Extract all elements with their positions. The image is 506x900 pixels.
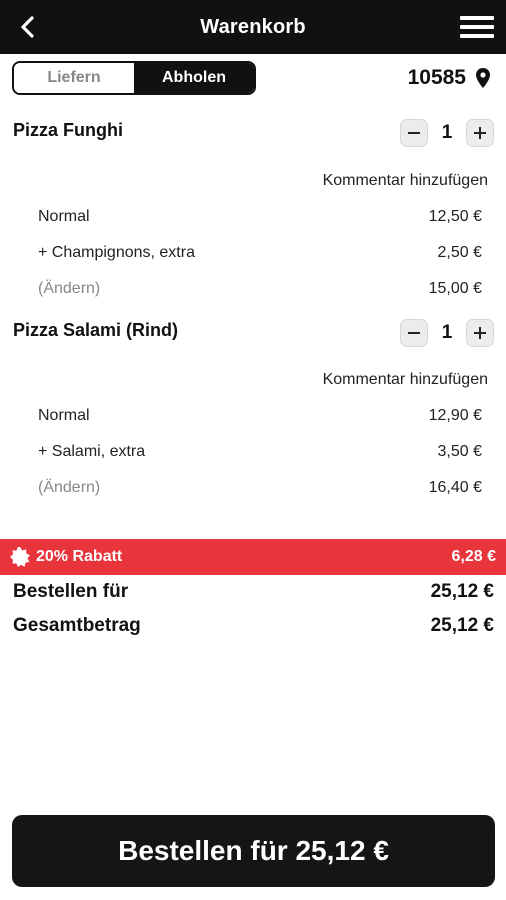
- decrease-quantity-button[interactable]: [400, 319, 428, 347]
- item-subtotal: 15,00 €: [428, 280, 482, 297]
- location-pin-icon: [476, 68, 490, 88]
- location-selector[interactable]: 10585: [408, 62, 490, 94]
- line-item: Normal 12,50 €: [38, 208, 482, 226]
- item-subtotal-row: (Ändern) 15,00 €: [38, 280, 482, 298]
- add-comment-link[interactable]: Kommentar hinzufügen: [322, 172, 488, 189]
- plus-icon: [474, 127, 486, 139]
- order-for-label: Bestellen für: [13, 581, 129, 602]
- line-item-price: 12,90 €: [428, 407, 482, 424]
- discount-banner: 20% Rabatt 6,28 €: [0, 539, 506, 575]
- quantity-value: 1: [441, 322, 453, 343]
- hamburger-menu-icon[interactable]: [460, 13, 494, 41]
- page-title: Warenkorb: [200, 16, 306, 38]
- item-subtotal-row: (Ändern) 16,40 €: [38, 479, 482, 497]
- grand-total-row: Gesamtbetrag 25,12 €: [13, 615, 494, 637]
- cart-item-name: Pizza Funghi: [13, 120, 123, 140]
- line-item-price: 12,50 €: [428, 208, 482, 225]
- line-item-label: Normal: [38, 208, 90, 225]
- place-order-button[interactable]: Bestellen für 25,12 €: [12, 815, 495, 887]
- line-item: + Champignons, extra 2,50 €: [38, 244, 482, 262]
- change-item-link[interactable]: (Ändern): [38, 479, 101, 496]
- minus-icon: [408, 332, 420, 334]
- quantity-stepper: 1: [400, 317, 494, 349]
- discount-badge-icon: [10, 547, 30, 567]
- cart-item-name: Pizza Salami (Rind): [13, 320, 179, 340]
- toggle-deliver[interactable]: Liefern: [14, 63, 134, 93]
- discount-label: 20% Rabatt: [36, 548, 123, 565]
- line-item-price: 3,50 €: [437, 443, 482, 460]
- item-subtotal: 16,40 €: [428, 479, 482, 496]
- quantity-stepper: 1: [400, 117, 494, 149]
- minus-icon: [408, 132, 420, 134]
- plus-icon: [474, 327, 486, 339]
- zip-code: 10585: [407, 66, 466, 89]
- app-header: Warenkorb: [0, 0, 506, 54]
- order-for-value: 25,12 €: [430, 581, 494, 602]
- line-item-label: Normal: [38, 407, 90, 424]
- add-comment-link[interactable]: Kommentar hinzufügen: [322, 371, 488, 388]
- delivery-mode-toggle: Liefern Abholen: [12, 61, 256, 95]
- grand-total-value: 25,12 €: [430, 615, 494, 636]
- grand-total-label: Gesamtbetrag: [13, 615, 141, 636]
- quantity-value: 1: [441, 122, 453, 143]
- increase-quantity-button[interactable]: [466, 119, 494, 147]
- discount-amount: 6,28 €: [451, 548, 496, 565]
- decrease-quantity-button[interactable]: [400, 119, 428, 147]
- line-item: Normal 12,90 €: [38, 407, 482, 425]
- back-arrow-icon[interactable]: [14, 13, 42, 41]
- line-item-price: 2,50 €: [437, 244, 482, 261]
- toggle-pickup[interactable]: Abholen: [134, 63, 254, 93]
- increase-quantity-button[interactable]: [466, 319, 494, 347]
- order-for-row: Bestellen für 25,12 €: [13, 581, 494, 603]
- change-item-link[interactable]: (Ändern): [38, 280, 101, 297]
- line-item-label: + Salami, extra: [38, 443, 146, 460]
- line-item-label: + Champignons, extra: [38, 244, 195, 261]
- line-item: + Salami, extra 3,50 €: [38, 443, 482, 461]
